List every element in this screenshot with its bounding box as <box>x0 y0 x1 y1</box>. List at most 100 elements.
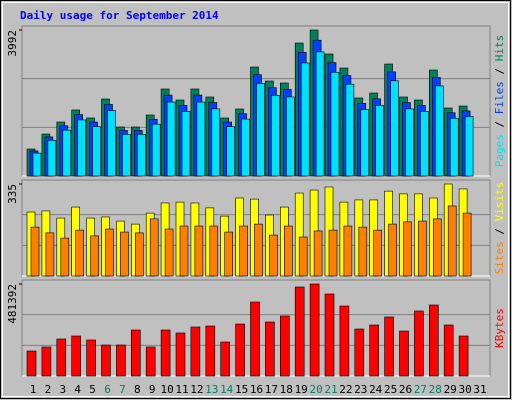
legend-entry: Sites <box>493 241 506 274</box>
legend-entry: Files <box>493 81 506 114</box>
bar <box>131 329 141 377</box>
x-tick-label: 15 <box>235 383 248 396</box>
bar <box>458 335 469 377</box>
bar <box>265 321 275 377</box>
bar <box>120 231 129 277</box>
x-tick-label: 13 <box>205 383 218 396</box>
x-tick-label: 18 <box>280 383 293 396</box>
legend-separator: / <box>493 61 506 81</box>
bar <box>420 111 429 177</box>
bar <box>328 229 338 277</box>
legend-entry: Hits <box>493 35 506 62</box>
bar <box>30 226 40 277</box>
legend-entry: KBytes <box>493 308 506 348</box>
bar <box>279 315 290 377</box>
x-tick-label: 26 <box>399 383 412 396</box>
x-tick-label: 27 <box>414 383 427 396</box>
bar <box>464 116 474 177</box>
bar <box>432 218 442 277</box>
x-tick-label: 9 <box>149 383 156 396</box>
legend-entry: Pages <box>493 134 506 167</box>
bar <box>462 212 472 277</box>
bar <box>339 305 350 377</box>
bar <box>92 126 101 177</box>
bar <box>358 226 368 277</box>
bar <box>77 119 86 177</box>
bar <box>369 324 380 377</box>
y-tick-label: 481392 <box>6 284 19 324</box>
bar <box>45 232 55 277</box>
bar <box>373 229 383 277</box>
bar <box>313 230 323 277</box>
legend: Pages / Files / Hits <box>493 35 506 168</box>
bar <box>390 80 399 177</box>
bar <box>388 223 397 277</box>
bar <box>345 83 355 177</box>
x-tick-label: 25 <box>384 383 397 396</box>
x-tick-label: 6 <box>104 383 111 396</box>
bar <box>62 129 72 177</box>
bar <box>179 225 189 277</box>
bar <box>285 96 295 177</box>
bar <box>224 231 233 277</box>
bar <box>447 205 457 277</box>
x-tick-label: 23 <box>354 383 367 396</box>
bar <box>149 218 159 277</box>
legend: KBytes <box>493 308 506 348</box>
x-tick-label: 24 <box>369 383 383 396</box>
x-tick-label: 12 <box>190 383 203 396</box>
x-tick-label: 30 <box>458 383 471 396</box>
bar <box>298 236 308 277</box>
bar <box>196 101 206 177</box>
x-tick-label: 28 <box>429 383 442 396</box>
bar <box>75 229 84 277</box>
bar <box>56 338 67 377</box>
bar <box>434 85 444 177</box>
x-tick-label: 3 <box>59 383 66 396</box>
bar <box>449 117 459 177</box>
bar <box>205 325 216 377</box>
x-tick-label: 7 <box>119 383 126 396</box>
x-tick-label: 20 <box>309 383 322 396</box>
x-tick-label: 19 <box>295 383 308 396</box>
bar <box>375 105 385 177</box>
bar <box>235 323 245 377</box>
bar <box>254 223 263 277</box>
bar <box>32 152 42 177</box>
bar <box>71 335 81 377</box>
x-tick-label: 1 <box>30 383 37 396</box>
bar <box>239 225 248 277</box>
bar <box>414 310 424 377</box>
bar <box>354 328 365 377</box>
bar <box>107 110 116 177</box>
x-tick-label: 21 <box>324 383 337 396</box>
bar <box>241 118 250 177</box>
x-tick-label: 31 <box>473 383 486 396</box>
bar <box>256 83 265 177</box>
x-tick-label: 29 <box>444 383 457 396</box>
bar <box>405 108 414 177</box>
bar <box>309 283 320 377</box>
bar <box>145 346 156 377</box>
bar <box>226 126 235 177</box>
bar <box>137 134 146 177</box>
bar <box>122 134 131 177</box>
bar <box>428 304 439 377</box>
x-tick-label: 4 <box>74 383 81 396</box>
bar <box>160 329 171 377</box>
bar <box>250 301 260 377</box>
bar <box>60 237 70 277</box>
x-tick-label: 11 <box>175 383 188 396</box>
chart-title: Daily usage for September 2014 <box>20 9 219 22</box>
bar <box>294 286 305 377</box>
bar <box>360 109 370 177</box>
x-tick-label: 22 <box>339 383 352 396</box>
bar <box>101 344 111 377</box>
bar <box>220 341 230 377</box>
bar <box>166 101 176 177</box>
bar <box>181 111 191 177</box>
bar <box>343 225 353 277</box>
x-tick-label: 17 <box>265 383 278 396</box>
bar <box>151 123 161 177</box>
